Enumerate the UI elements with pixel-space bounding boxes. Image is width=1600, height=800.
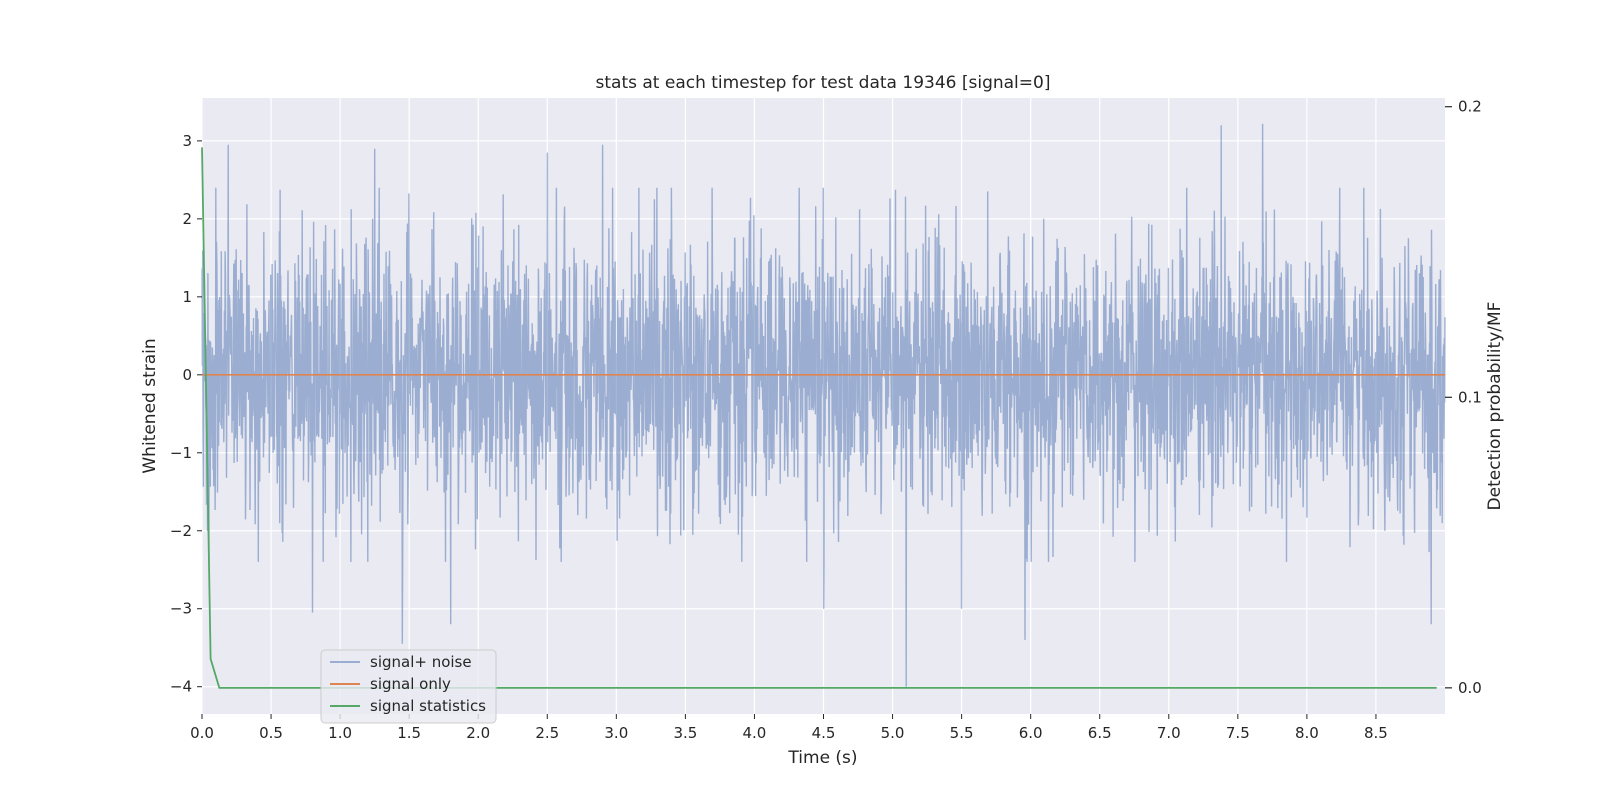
x-tick-label: 6.5 <box>1088 724 1112 742</box>
y2-tick-label: 0.1 <box>1458 388 1482 406</box>
x-tick-label: 5.5 <box>950 724 974 742</box>
legend-box <box>320 649 497 724</box>
y-tick-label: −4 <box>170 678 192 696</box>
y-tick-label: 0 <box>182 366 192 384</box>
series-signal-noise <box>201 123 1446 687</box>
x-tick-label: 1.0 <box>328 724 352 742</box>
x-tick-label: 0.0 <box>190 724 214 742</box>
y2-tick-label: 0.2 <box>1458 98 1482 116</box>
x-tick-label: 8.0 <box>1295 724 1319 742</box>
y-axis-label: Whitened strain <box>140 338 160 473</box>
x-tick-label: 6.0 <box>1019 724 1043 742</box>
signal-noise-line <box>201 123 1446 687</box>
x-axis-label: Time (s) <box>787 748 857 768</box>
y2-axis-label: Detection probability/MF <box>1485 302 1505 511</box>
y2-axis-ticks: 0.2 0.1 0.0 <box>1445 98 1482 697</box>
x-axis-ticks: 0.0 0.5 1.0 1.5 2.0 2.5 3.0 3.5 4.0 4.5 5.0 5.5 6.0 6… <box>190 714 1388 742</box>
y-tick-label: 3 <box>182 132 192 150</box>
y-tick-label: 2 <box>182 210 192 228</box>
x-tick-label: 0.5 <box>259 724 283 742</box>
y-tick-label: 1 <box>182 288 192 306</box>
x-tick-label: 7.5 <box>1226 724 1250 742</box>
legend-label-signal-noise: signal+ noise <box>370 653 472 671</box>
x-tick-label: 1.5 <box>397 724 421 742</box>
y-tick-label: −2 <box>170 522 192 540</box>
legend-label-signal-statistics: signal statistics <box>370 697 486 715</box>
y2-tick-label: 0.0 <box>1458 679 1482 697</box>
chart-title: stats at each timestep for test data 193… <box>596 73 1051 93</box>
y-axis-ticks: 3 2 1 0 −1 −2 −3 −4 <box>170 132 202 696</box>
series-signal-statistics <box>201 147 1437 689</box>
x-tick-label: 5.0 <box>881 724 905 742</box>
y-tick-label: −1 <box>170 444 192 462</box>
x-tick-label: 3.5 <box>673 724 697 742</box>
y-tick-label: −3 <box>170 600 192 618</box>
x-tick-label: 4.5 <box>812 724 836 742</box>
x-tick-label: 2.0 <box>466 724 490 742</box>
x-tick-label: 3.0 <box>604 724 628 742</box>
x-tick-label: 7.0 <box>1157 724 1181 742</box>
legend-label-signal-only: signal only <box>370 675 451 693</box>
legend: signal+ noise signal only signal statist… <box>320 649 497 724</box>
x-tick-label: 8.5 <box>1364 724 1388 742</box>
x-tick-label: 2.5 <box>535 724 559 742</box>
x-tick-label: 4.0 <box>743 724 767 742</box>
signal-statistics-line <box>201 147 1437 689</box>
